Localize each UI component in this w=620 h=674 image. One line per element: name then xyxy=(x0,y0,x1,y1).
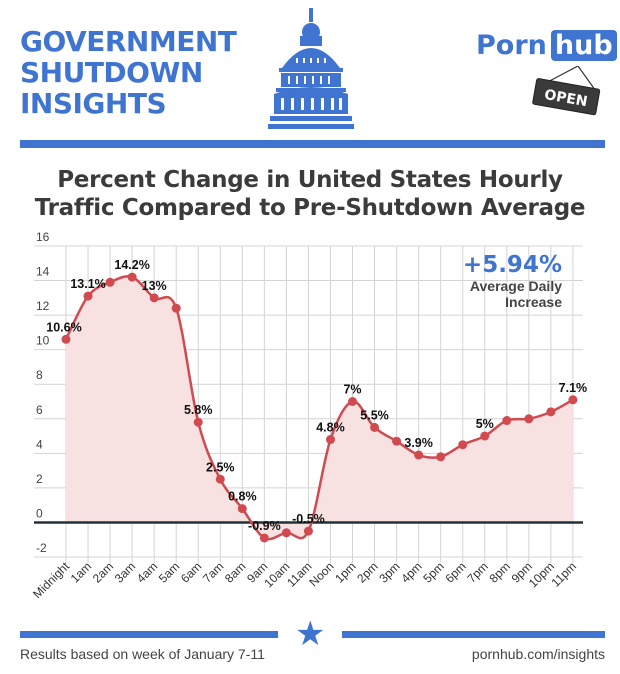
open-sign-text: OPEN xyxy=(543,87,589,110)
data-point xyxy=(480,431,490,441)
title-line: SHUTDOWN xyxy=(20,56,203,89)
y-tick-label: 10 xyxy=(36,334,50,348)
x-tick-label: 1pm xyxy=(332,559,358,585)
data-label: 10.6% xyxy=(46,320,81,334)
average-label-line: Average Daily xyxy=(469,278,562,294)
data-label: -0.5% xyxy=(292,512,325,526)
data-point xyxy=(83,291,93,301)
title-line: GOVERNMENT xyxy=(20,25,237,58)
y-tick-label: 6 xyxy=(36,403,43,417)
data-point xyxy=(127,272,137,282)
footer-divider-right xyxy=(342,631,605,638)
y-tick-label: -2 xyxy=(36,541,47,555)
data-label: -0.9% xyxy=(248,519,281,533)
x-tick-label: Noon xyxy=(306,559,336,589)
x-tick-label: 1am xyxy=(68,559,94,585)
data-label: 5% xyxy=(476,417,494,431)
capitol-dome-icon xyxy=(268,8,354,129)
data-label: 14.2% xyxy=(114,258,149,272)
data-point xyxy=(171,303,181,313)
data-point xyxy=(215,474,225,484)
data-point xyxy=(193,417,203,427)
average-callout: +5.94% Average Daily Increase xyxy=(463,252,562,310)
data-point xyxy=(259,533,269,543)
x-tick-label: 6pm xyxy=(442,559,468,585)
data-point xyxy=(149,293,159,303)
x-tick-label: 3am xyxy=(112,559,138,585)
data-label: 4.8% xyxy=(316,421,345,435)
data-label: 13.1% xyxy=(70,277,105,291)
x-tick-label: 2pm xyxy=(354,559,380,585)
x-tick-label: 5pm xyxy=(420,559,446,585)
data-point xyxy=(281,528,291,538)
logo-part-2: hub xyxy=(550,30,617,61)
chart-title-line: Traffic Compared to Pre-Shutdown Average xyxy=(34,195,586,221)
data-label: 13% xyxy=(142,279,167,293)
chart-title: Percent Change in United States Hourly T… xyxy=(0,166,620,222)
y-tick-label: 16 xyxy=(36,230,50,244)
header-divider xyxy=(20,140,605,148)
data-point xyxy=(237,504,247,514)
logo-part-1: Porn xyxy=(476,30,547,61)
chart-title-line: Percent Change in United States Hourly xyxy=(57,167,563,193)
y-tick-label: 12 xyxy=(36,299,50,313)
data-label: 2.5% xyxy=(206,460,235,474)
data-point xyxy=(370,422,380,432)
footer-divider-left xyxy=(20,631,278,638)
average-value: +5.94% xyxy=(462,252,562,278)
data-point xyxy=(348,397,358,406)
star-icon: ★ xyxy=(295,615,326,653)
y-tick-label: 4 xyxy=(36,437,43,451)
data-point xyxy=(436,452,446,462)
average-label-line: Increase xyxy=(505,294,562,310)
data-point xyxy=(105,277,115,287)
x-tick-label: 5am xyxy=(156,559,182,585)
data-point xyxy=(546,407,556,417)
y-tick-label: 2 xyxy=(36,472,43,486)
data-point xyxy=(61,334,71,344)
infographic-title: GOVERNMENT SHUTDOWN INSIGHTS xyxy=(20,25,237,120)
data-point xyxy=(303,526,313,536)
y-tick-label: 8 xyxy=(36,368,43,382)
data-label: 5.5% xyxy=(360,408,389,422)
x-tick-label: 7pm xyxy=(464,559,490,585)
x-tick-label: 11am xyxy=(284,559,315,590)
x-tick-label: 8pm xyxy=(487,559,513,585)
title-line: INSIGHTS xyxy=(20,87,167,120)
data-label: 5.8% xyxy=(184,403,213,417)
data-point xyxy=(325,435,335,445)
x-tick-label: 4am xyxy=(134,559,160,585)
footer-note: Results based on week of January 7-11 xyxy=(20,646,265,662)
x-tick-label: 6am xyxy=(178,559,204,585)
x-tick-label: 7am xyxy=(200,559,226,585)
y-tick-label: 14 xyxy=(36,265,50,279)
area-fill xyxy=(66,276,573,540)
data-point xyxy=(502,416,512,426)
data-point xyxy=(458,440,468,450)
data-point xyxy=(414,450,424,460)
data-point xyxy=(392,436,402,446)
data-label: 7.1% xyxy=(559,381,588,395)
x-tick-label: 3pm xyxy=(376,559,402,585)
x-tick-label: 2am xyxy=(90,559,116,585)
x-tick-label: 4pm xyxy=(398,559,424,585)
x-tick-label: 11pm xyxy=(549,559,580,590)
y-tick-label: 0 xyxy=(36,506,43,520)
brand-logo: Porn hub xyxy=(476,30,617,61)
data-label: 3.9% xyxy=(404,436,433,450)
footer-url[interactable]: pornhub.com/insights xyxy=(471,646,605,662)
data-label: 7% xyxy=(343,383,361,397)
data-point xyxy=(568,395,578,405)
x-tick-label: Midnight xyxy=(30,559,72,601)
open-sign-icon: OPEN xyxy=(532,66,601,116)
x-tick-label: 8am xyxy=(222,559,248,585)
data-label: 0.8% xyxy=(228,490,257,504)
data-point xyxy=(524,414,534,424)
